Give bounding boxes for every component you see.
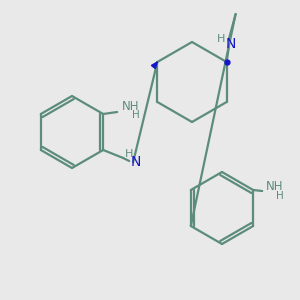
Polygon shape xyxy=(152,62,158,69)
Text: H: H xyxy=(132,110,140,120)
Text: N: N xyxy=(226,37,236,51)
Text: N: N xyxy=(131,155,141,169)
Text: H: H xyxy=(125,149,134,159)
Text: H: H xyxy=(276,191,284,201)
Text: NH: NH xyxy=(122,100,140,112)
Text: NH: NH xyxy=(266,181,284,194)
Text: H: H xyxy=(217,34,225,44)
